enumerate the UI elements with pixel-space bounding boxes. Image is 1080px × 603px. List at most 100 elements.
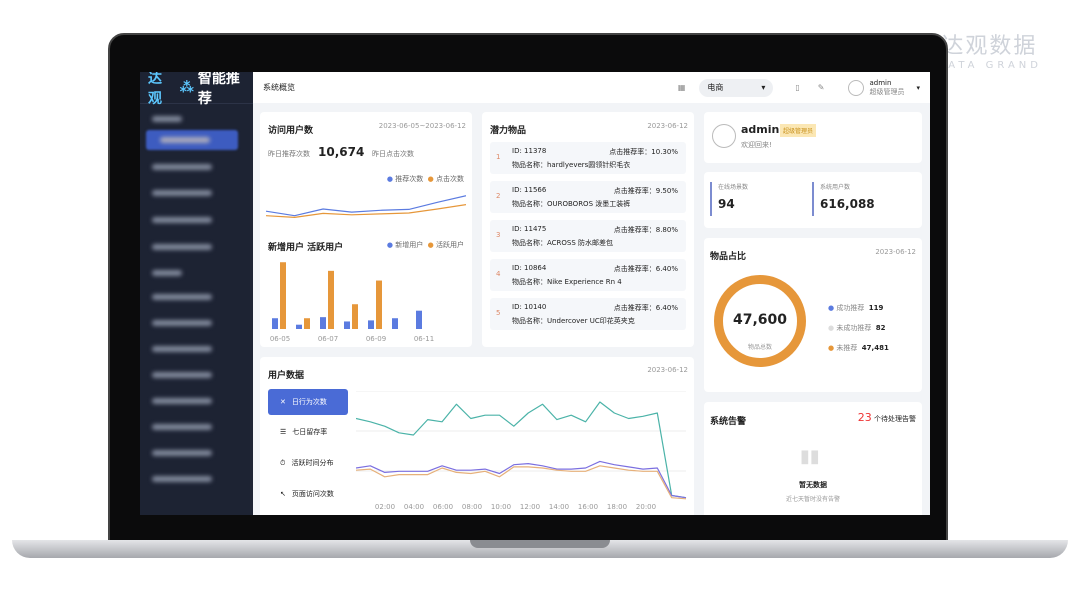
rate-value: 8.80% [655, 226, 678, 234]
name-value: Undercover UC印花英夹克 [547, 317, 635, 325]
name-label: 物品名称： [512, 239, 547, 247]
empty-icon: ▮▮ [800, 446, 820, 467]
logo: 达观 ⁂ 智能推荐 [140, 72, 253, 107]
users-bar [368, 320, 374, 329]
rate-label: 点击推荐率： [613, 226, 656, 234]
item-rank: 5 [496, 309, 501, 317]
stat-label: 在线场景数 [718, 184, 749, 191]
potential-item[interactable]: 4 ID: 10864 点击推荐率：6.40% 物品名称：Nike Experienc… [490, 259, 686, 291]
item-id: ID: 10140 [512, 303, 547, 311]
item-name: 物品名称：Undercover UC印花英夹克 [512, 316, 635, 326]
rec-value: 10,674 [318, 145, 365, 159]
rate-value: 9.50% [655, 187, 678, 195]
item-rate: 点击推荐率：10.30% [609, 147, 678, 157]
rate-value: 10.30% [651, 148, 678, 156]
stat-value: 616,088 [820, 197, 875, 211]
bars-icon: ☰ [280, 428, 287, 436]
sidebar-item[interactable] [152, 320, 212, 326]
sidebar-item[interactable] [152, 164, 212, 170]
tab-label: 日行为次数 [291, 398, 327, 406]
x-tick-label: 06-09 [366, 335, 386, 343]
item-rate: 点击推荐率：9.50% [614, 186, 678, 196]
header: 系统概览 ▦ 电商 ▾ ▯ ✎ admin 超级管理员 ▾ [253, 72, 930, 103]
document-icon[interactable]: ▯ [795, 83, 800, 92]
users-bar [352, 304, 358, 329]
ratio-title: 物品占比 [710, 252, 747, 262]
ratio-legend-item: ● 未成功推荐 82 [828, 318, 889, 338]
pencil-icon[interactable]: ✎ [817, 83, 825, 92]
potential-card: 潜力物品 2023-06-12 1 ID: 11378 点击推荐率：10.30% 物品… [482, 112, 694, 347]
empty-text: 暂无数据 [799, 481, 827, 489]
sidebar-item[interactable] [152, 476, 212, 482]
sidebar-item[interactable] [160, 137, 210, 143]
potential-item[interactable]: 3 ID: 11475 点击推荐率：8.80% 物品名称：ACROSS 防水邮差包 [490, 220, 686, 252]
tab-retention[interactable]: ☰ 七日留存率 [268, 419, 348, 445]
laptop-base [12, 540, 1068, 558]
breadcrumb: 系统概览 [263, 83, 295, 92]
x-tick-label: 10:00 [491, 503, 511, 511]
sidebar-item[interactable] [152, 398, 212, 404]
x-tick-label: 18:00 [607, 503, 627, 511]
potential-item[interactable]: 1 ID: 11378 点击推荐率：10.30% 物品名称：hardlyevers圆领… [490, 142, 686, 174]
users-bar [296, 324, 302, 329]
ratio-total: 47,600 [732, 312, 788, 328]
x-tick-label: 06-11 [414, 335, 434, 343]
visits-card: 访问用户数 2023-06-05~2023-06-12 昨日推荐次数 10,67… [260, 112, 472, 347]
item-id: ID: 11566 [512, 186, 547, 194]
legend-dot: ● [828, 304, 835, 312]
stat-label: 系统用户数 [820, 184, 851, 191]
name-value: OUROBOROS 泼墨工装裤 [547, 200, 631, 208]
sidebar-item[interactable] [152, 217, 212, 223]
tab-daily-actions[interactable]: ✕ 日行为次数 [268, 389, 348, 415]
avatar [712, 124, 736, 148]
sidebar-item[interactable] [152, 190, 212, 196]
stats-card: 在线场景数 94 系统用户数 616,088 [704, 172, 922, 228]
scene-select[interactable]: 电商 ▾ [699, 78, 774, 97]
tab-page-visits[interactable]: ↖ 页面访问次数 [268, 481, 348, 507]
alerts-count[interactable]: 23 个待处理告警 [858, 411, 916, 424]
logo-brand: 达观 [148, 72, 162, 107]
sidebar-item[interactable] [152, 424, 212, 430]
caret-down-icon: ▾ [761, 83, 766, 92]
item-name: 物品名称：hardlyevers圆领针织毛衣 [512, 160, 630, 170]
potential-title: 潜力物品 [490, 126, 527, 136]
users-bar [280, 262, 286, 329]
name-label: 物品名称： [512, 278, 547, 286]
item-name: 物品名称：ACROSS 防水邮差包 [512, 238, 613, 248]
user-menu[interactable]: admin 超级管理员 [869, 79, 904, 97]
userdata-series-line [356, 401, 687, 499]
potential-date: 2023-06-12 [647, 122, 688, 130]
tab-active-time[interactable]: ⏱ 活跃时间分布 [268, 450, 348, 476]
sidebar-item[interactable] [152, 294, 212, 300]
item-rate: 点击推荐率：8.80% [614, 225, 678, 235]
sidebar-item[interactable] [152, 244, 212, 250]
profile-name: admin [741, 123, 780, 136]
potential-item[interactable]: 2 ID: 11566 点击推荐率：9.50% 物品名称：OUROBOROS 泼墨工装… [490, 181, 686, 213]
stopwatch-icon: ⏱ [280, 458, 286, 467]
rate-label: 点击推荐率： [613, 187, 656, 195]
alerts-count-value: 23 [857, 411, 872, 424]
visits-title: 访问用户数 [268, 126, 314, 136]
sidebar-group [152, 270, 182, 276]
item-id: ID: 10864 [512, 264, 547, 272]
legend-label: 成功推荐 [836, 304, 865, 312]
tab-label: 活跃时间分布 [291, 459, 334, 467]
legend-value: 119 [868, 304, 884, 312]
users-bar [416, 310, 422, 329]
x-tick-label: 12:00 [520, 503, 540, 511]
grid-icon[interactable]: ▦ [677, 83, 686, 92]
caret-down-icon[interactable]: ▾ [916, 83, 920, 92]
sidebar-item[interactable] [152, 346, 212, 352]
name-label: 物品名称： [512, 161, 547, 169]
sidebar-group [152, 116, 182, 122]
click-label: 昨日点击次数 [372, 150, 414, 158]
userdata-line-chart: 02:00 04:00 06:00 08:00 10:00 12:00 14:00 16:00… [356, 391, 687, 511]
sidebar-item[interactable] [152, 372, 212, 378]
potential-item[interactable]: 5 ID: 10140 点击推荐率：6.40% 物品名称：Undercover UC印… [490, 298, 686, 330]
avatar[interactable] [848, 79, 865, 96]
x-tick-label: 02:00 [375, 503, 395, 511]
watermark-sub: DATA GRAND [936, 60, 1042, 71]
userdata-series-line [356, 465, 687, 500]
users-bar [304, 318, 310, 329]
sidebar-item[interactable] [152, 450, 212, 456]
